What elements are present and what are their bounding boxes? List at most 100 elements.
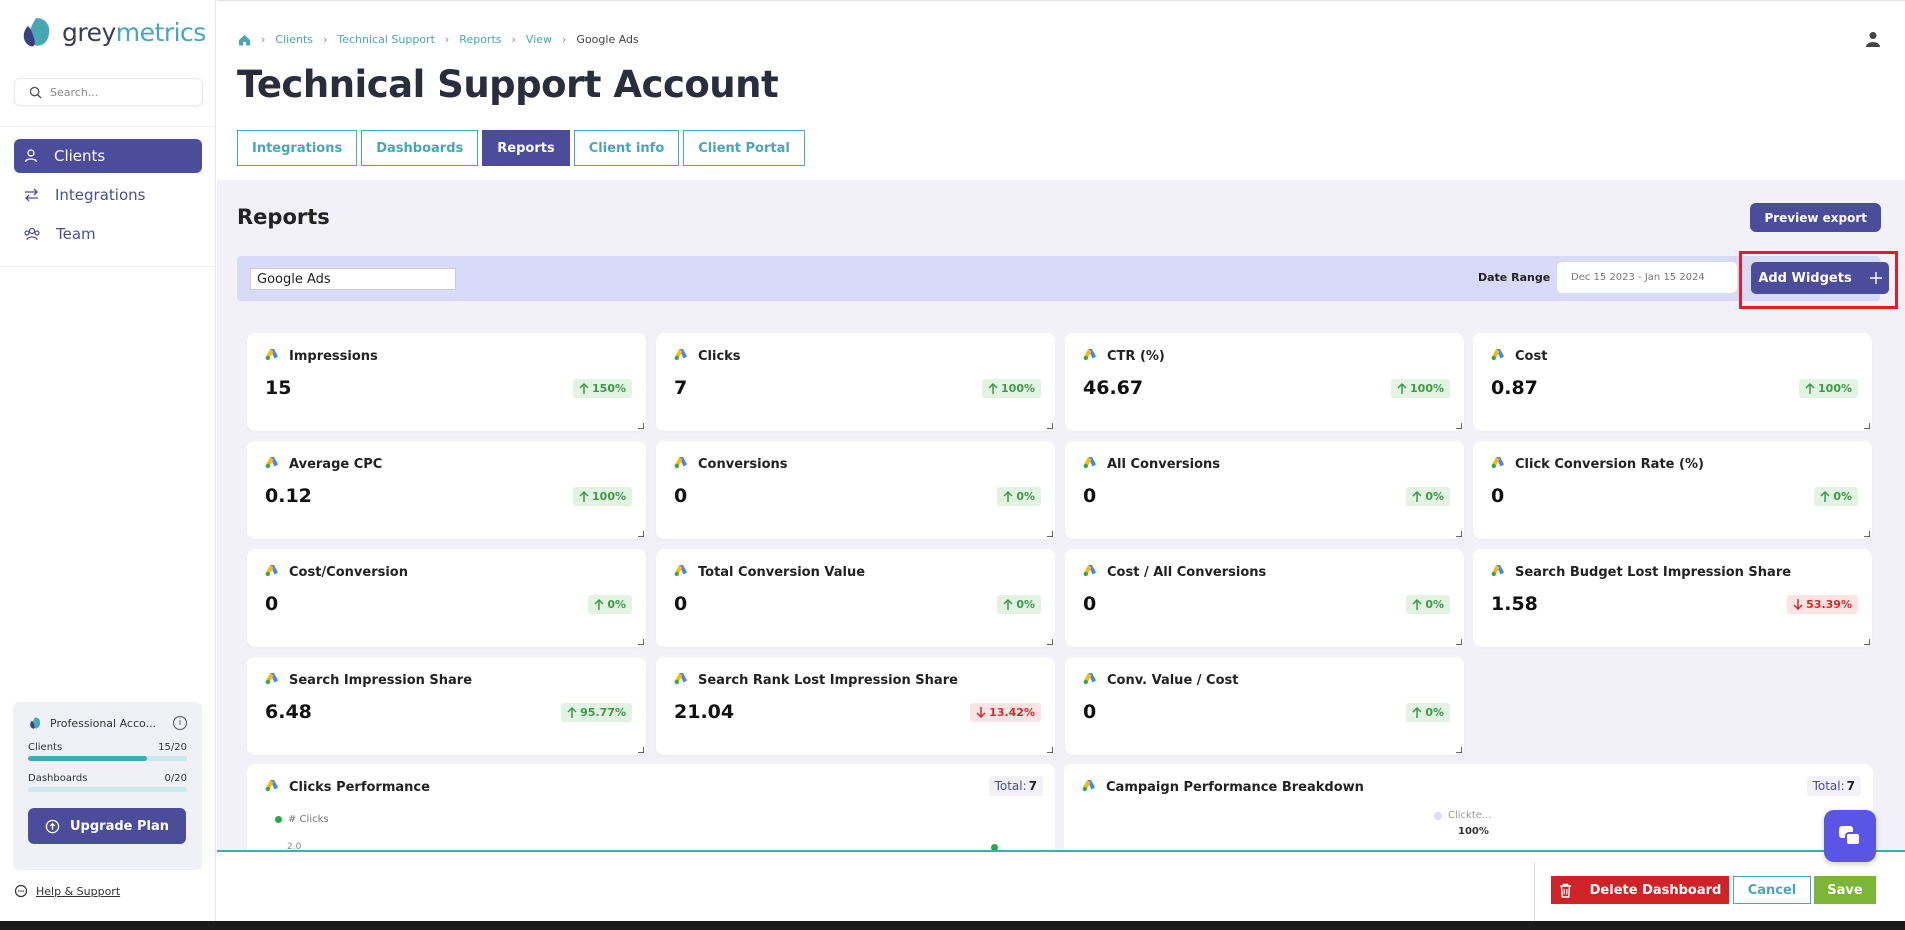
- metric-card[interactable]: Total Conversion Value 0 0%: [656, 549, 1055, 647]
- preview-export-button[interactable]: Preview export: [1750, 203, 1881, 232]
- breadcrumb-reports[interactable]: Reports: [459, 33, 502, 46]
- plus-icon: [1869, 272, 1882, 284]
- resize-handle[interactable]: [1047, 531, 1053, 537]
- resize-handle[interactable]: [1047, 747, 1053, 753]
- chevron-right-icon: ›: [322, 33, 328, 46]
- resize-handle[interactable]: [1864, 531, 1870, 537]
- breadcrumb-technical-support[interactable]: Technical Support: [337, 33, 435, 46]
- change-badge: 95.77%: [561, 703, 632, 722]
- google-ads-icon: [1083, 456, 1097, 473]
- resize-handle[interactable]: [1047, 423, 1053, 429]
- card-title: Average CPC: [265, 456, 382, 473]
- plan-clients-count: 15/20: [158, 742, 187, 753]
- metric-value: 0: [265, 593, 279, 615]
- metric-card[interactable]: Average CPC 0.12 100%: [247, 441, 646, 539]
- plan-dashboards-label: Dashboards: [28, 773, 88, 784]
- metric-value: 0: [1083, 485, 1097, 507]
- metric-card[interactable]: Clicks 7 100%: [656, 333, 1055, 431]
- resize-handle[interactable]: [1864, 423, 1870, 429]
- arrow-up-icon: [1805, 383, 1815, 394]
- metric-value: 15: [265, 377, 292, 399]
- metric-value: 6.48: [265, 701, 312, 723]
- delete-dashboard-button[interactable]: Delete Dashboard: [1551, 876, 1729, 904]
- add-widgets-button[interactable]: Add Widgets: [1751, 262, 1889, 294]
- card-title: Campaign Performance Breakdown: [1082, 779, 1364, 796]
- change-value: 100%: [592, 490, 626, 503]
- chevron-right-icon: ›: [511, 33, 516, 46]
- resize-handle[interactable]: [1456, 423, 1462, 429]
- change-value: 0%: [607, 598, 626, 611]
- tab-client-portal[interactable]: Client Portal: [683, 130, 805, 166]
- metric-card[interactable]: CTR (%) 46.67 100%: [1065, 333, 1464, 431]
- change-value: 100%: [1410, 382, 1444, 395]
- date-range-picker[interactable]: Dec 15 2023 - Jan 15 2024: [1557, 262, 1737, 293]
- metric-card[interactable]: Conversions 0 0%: [656, 441, 1055, 539]
- metric-card[interactable]: Search Impression Share 6.48 95.77%: [247, 657, 646, 755]
- metric-card[interactable]: Search Budget Lost Impression Share 1.58 5…: [1473, 549, 1872, 647]
- metric-card[interactable]: Cost 0.87 100%: [1473, 333, 1872, 431]
- card-title: Cost / All Conversions: [1083, 564, 1266, 581]
- resize-handle[interactable]: [638, 531, 644, 537]
- resize-handle[interactable]: [638, 423, 644, 429]
- card-title-text: Clicks Performance: [289, 780, 430, 795]
- metric-card[interactable]: Impressions 15 150%: [247, 333, 646, 431]
- google-ads-icon: [1083, 672, 1097, 689]
- resize-handle[interactable]: [1456, 747, 1462, 753]
- tab-dashboards[interactable]: Dashboards: [361, 130, 479, 166]
- tab-reports[interactable]: Reports: [482, 130, 570, 166]
- google-ads-icon: [265, 456, 279, 473]
- breadcrumb-view[interactable]: View: [525, 33, 553, 46]
- plan-header: Professional Acco... i: [28, 716, 187, 730]
- metric-value: 21.04: [674, 701, 735, 723]
- metric-card[interactable]: All Conversions 0 0%: [1065, 441, 1464, 539]
- home-icon[interactable]: [238, 34, 251, 46]
- upgrade-plan-button[interactable]: Upgrade Plan: [28, 808, 186, 844]
- chart-legend: # Clicks: [275, 814, 329, 825]
- resize-handle[interactable]: [638, 639, 644, 645]
- change-badge: 0%: [997, 595, 1041, 614]
- report-name-input[interactable]: [250, 268, 456, 290]
- logo[interactable]: greymetrics: [18, 14, 206, 50]
- resize-handle[interactable]: [1864, 639, 1870, 645]
- nav-clients[interactable]: Clients: [14, 139, 202, 173]
- metric-card[interactable]: Conv. Value / Cost 0 0%: [1065, 657, 1464, 755]
- info-icon[interactable]: i: [173, 716, 187, 730]
- help-label: Help & Support: [36, 884, 121, 898]
- chat-widget-button[interactable]: [1824, 810, 1876, 862]
- change-value: 53.39%: [1806, 598, 1852, 611]
- logo-text: greymetrics: [62, 17, 206, 47]
- arrow-up-icon: [579, 383, 589, 394]
- resize-handle[interactable]: [1456, 639, 1462, 645]
- change-value: 0%: [1016, 598, 1035, 611]
- plan-name: Professional Acco...: [50, 716, 157, 730]
- add-widgets-label: Add Widgets: [1758, 270, 1852, 286]
- search-input[interactable]: [50, 85, 190, 99]
- sidebar-search[interactable]: [14, 78, 203, 106]
- tab-integrations[interactable]: Integrations: [237, 130, 358, 166]
- account-icon[interactable]: [1865, 31, 1881, 47]
- metric-card[interactable]: Cost / All Conversions 0 0%: [1065, 549, 1464, 647]
- metric-card[interactable]: Search Rank Lost Impression Share 21.04 13…: [656, 657, 1055, 755]
- google-ads-icon: [265, 672, 279, 689]
- card-title: Conv. Value / Cost: [1083, 672, 1238, 689]
- resize-handle[interactable]: [1456, 531, 1462, 537]
- card-title: CTR (%): [1083, 348, 1165, 365]
- tab-client-info[interactable]: Client info: [573, 130, 680, 166]
- breadcrumb-clients[interactable]: Clients: [275, 33, 313, 46]
- arrow-up-icon: [567, 707, 577, 718]
- arrows-icon: [25, 188, 38, 202]
- resize-handle[interactable]: [1047, 639, 1053, 645]
- resize-handle[interactable]: [638, 747, 644, 753]
- nav-team[interactable]: Team: [14, 217, 202, 251]
- save-button[interactable]: Save: [1814, 876, 1876, 904]
- help-support-link[interactable]: Help & Support: [14, 884, 120, 898]
- arrow-up-icon: [594, 599, 604, 610]
- cancel-button[interactable]: Cancel: [1733, 876, 1811, 904]
- change-badge: 13.42%: [970, 703, 1041, 722]
- google-ads-icon: [265, 779, 279, 796]
- metric-card[interactable]: Cost/Conversion 0 0%: [247, 549, 646, 647]
- metric-card[interactable]: Click Conversion Rate (%) 0 0%: [1473, 441, 1872, 539]
- nav-integrations[interactable]: Integrations: [14, 178, 202, 212]
- legend-dot: [275, 816, 282, 823]
